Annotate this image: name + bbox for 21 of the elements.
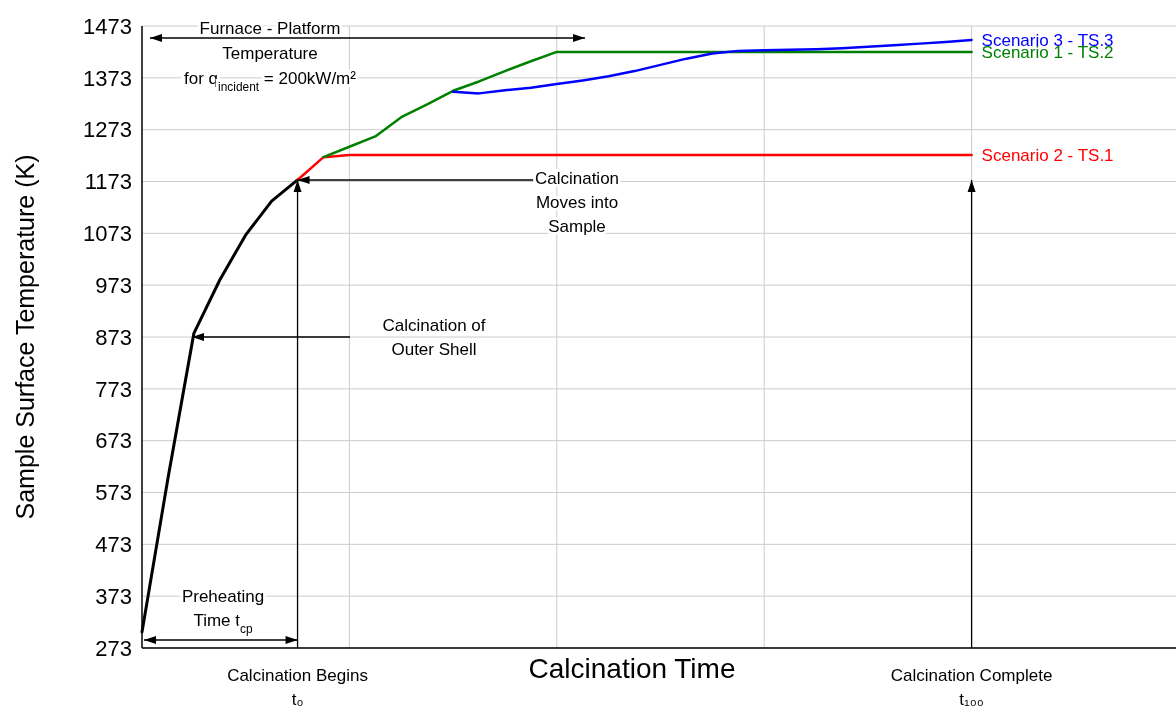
y-tick-label: 873 xyxy=(95,324,132,350)
annotation: Calcination of Outer Shell xyxy=(382,316,486,359)
y-axis-title: Sample Surface Temperature (K) xyxy=(11,154,39,520)
series-label: Scenario 2 - TS.1 xyxy=(981,146,1114,166)
y-tick-label: 1073 xyxy=(83,221,132,247)
x-axis-title: Calcination Time xyxy=(528,653,736,684)
text: Calcination Begins t₀ xyxy=(227,666,368,709)
line-series xyxy=(451,38,973,95)
y-tick-label: 1373 xyxy=(83,65,132,91)
y-tick-label: 1473 xyxy=(83,13,132,39)
y-tick-label: 573 xyxy=(95,480,132,506)
y-tick-label: 1173 xyxy=(84,169,132,195)
y-tick-label: 473 xyxy=(95,532,132,558)
y-tick-label: 773 xyxy=(95,376,132,402)
text: Calcination Complete t₁₀₀ xyxy=(890,666,1053,709)
y-tick-label: 1273 xyxy=(83,117,132,143)
y-tick-label: 273 xyxy=(95,635,132,661)
y-tick-label: 973 xyxy=(95,272,132,298)
y-tick-label: 373 xyxy=(95,583,132,609)
annotation: Calcination Moves into Sample xyxy=(534,169,620,236)
y-tick-label: 673 xyxy=(95,428,132,454)
